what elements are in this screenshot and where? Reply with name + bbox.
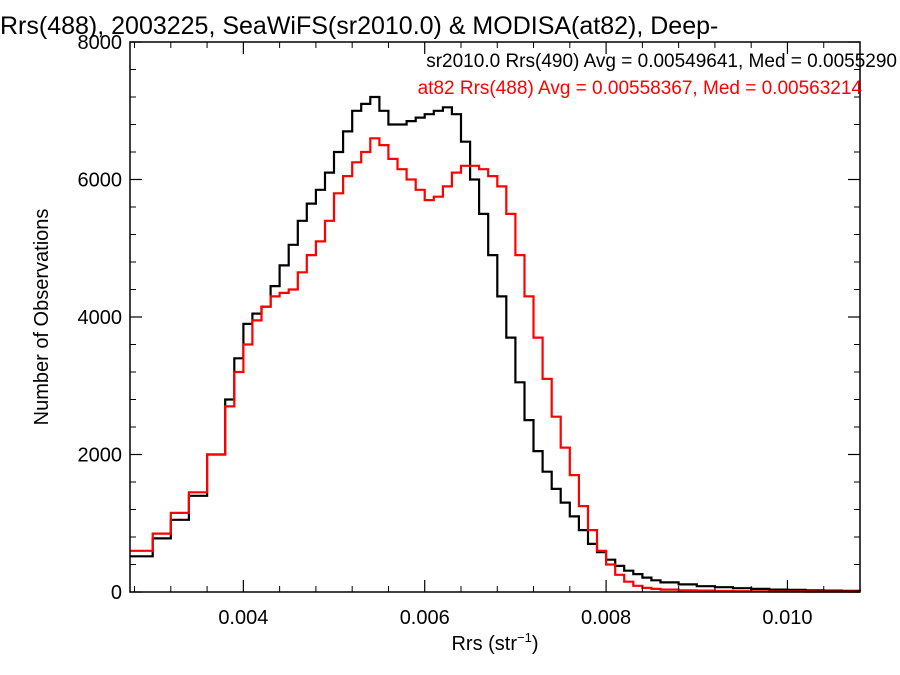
x-tick-label: 0.004 [218, 607, 268, 629]
y-tick-label: 8000 [78, 32, 123, 54]
plot-frame [129, 41, 861, 593]
series-line-0 [130, 95, 862, 592]
series-line-1 [130, 137, 860, 593]
y-tick-label: 6000 [78, 170, 123, 192]
y-tick-label: 0 [111, 582, 122, 604]
legend-entry-at82: at82 Rrs(488) Avg = 0.00558367, Med = 0.… [418, 78, 863, 99]
y-tick-label: 4000 [78, 307, 123, 329]
legend-entry-sr2010: sr2010.0 Rrs(490) Avg = 0.00549641, Med … [426, 51, 897, 72]
y-tick-label: 2000 [78, 445, 123, 467]
x-tick-label: 0.008 [581, 607, 631, 629]
ticks-layer: 0.004 0.006 0.008 0.010 0 2000 4000 6000 8000 [78, 32, 861, 629]
x-tick-label: 0.006 [400, 607, 450, 629]
x-tick-label: 0.010 [762, 607, 812, 629]
y-axis-label: Number of Observations [31, 209, 53, 426]
series-layer [130, 95, 862, 593]
x-axis-label: Rrs (str−1) [451, 630, 538, 655]
chart-title: Rrs(488), 2003225, SeaWiFS(sr2010.0) & M… [0, 12, 718, 40]
